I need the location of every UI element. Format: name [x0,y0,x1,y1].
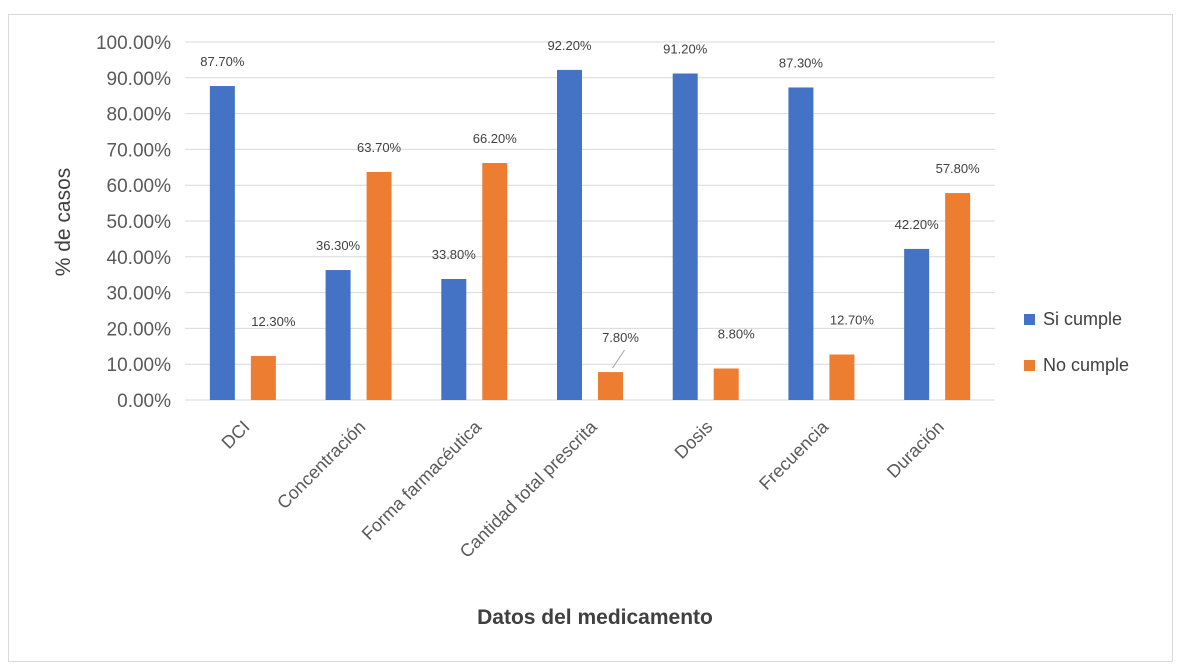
legend-label: Si cumple [1043,309,1122,329]
chart-area [8,14,1173,662]
x-tick-label: Forma farmacéutica [358,416,486,544]
y-tick-label: 50.00% [107,212,172,233]
bar-si-cumple [788,87,814,400]
y-tick-label: 40.00% [107,248,172,269]
legend-swatch [1024,360,1035,371]
y-tick-label: 70.00% [107,140,172,161]
data-label: 42.20% [895,217,940,232]
x-tick-label: Frecuencia [755,416,833,494]
y-tick-label: 0.00% [117,391,171,412]
bar-si-cumple [557,69,582,400]
y-tick-label: 90.00% [107,69,172,90]
x-tick-label: Duración [883,417,948,482]
data-label: 66.20% [473,131,518,146]
data-label: 36.30% [316,238,361,253]
data-label: 87.30% [779,55,824,70]
data-label: 7.80% [602,330,639,345]
legend-swatch [1024,314,1035,325]
bar-no-cumple [829,354,855,400]
data-label: 33.80% [432,247,477,262]
bar-no-cumple [598,372,623,400]
bar-no-cumple [713,368,739,400]
data-label: 12.30% [251,314,296,329]
data-label: 63.70% [357,140,402,155]
bar-no-cumple [482,163,508,400]
x-axis-title: Datos del medicamento [477,606,713,629]
bar-no-cumple [366,171,392,400]
y-tick-label: 30.00% [107,284,172,305]
bar-si-cumple [441,278,467,400]
y-tick-label: 10.00% [107,355,172,376]
legend: Si cumple No cumple [1024,309,1129,375]
y-axis-title: % de casos [52,168,75,277]
legend-label: No cumple [1043,355,1129,375]
y-tick-labels: 0.00% 10.00% 20.00% 30.00% 40.00% 50.00% 60.00… [96,33,171,412]
bars [209,69,971,400]
data-label: 92.20% [547,38,592,53]
x-tick-label: DCI [218,417,254,453]
bar-si-cumple [904,248,930,400]
x-tick-label: Concentración [273,417,369,513]
data-label: 57.80% [936,161,981,176]
data-labels: 87.70% 12.30% 36.30% 63.70% 33.80% 66.20% 92.2… [200,38,981,369]
bar-si-cumple [325,270,351,400]
leader-line [612,349,625,369]
bar-si-cumple [209,86,235,400]
y-tick-label: 20.00% [107,319,172,340]
data-label: 12.70% [830,313,875,328]
data-label: 91.20% [663,42,708,57]
y-tick-label: 60.00% [107,176,172,197]
gridlines [185,41,995,401]
y-tick-label: 100.00% [96,33,171,54]
bar-si-cumple [672,73,698,400]
x-tick-label: Dosis [671,417,717,463]
data-label: 8.80% [718,326,755,341]
data-label: 87.70% [200,54,245,69]
bar-no-cumple [945,193,971,400]
y-tick-label: 80.00% [107,105,172,126]
bar-no-cumple [250,355,276,400]
